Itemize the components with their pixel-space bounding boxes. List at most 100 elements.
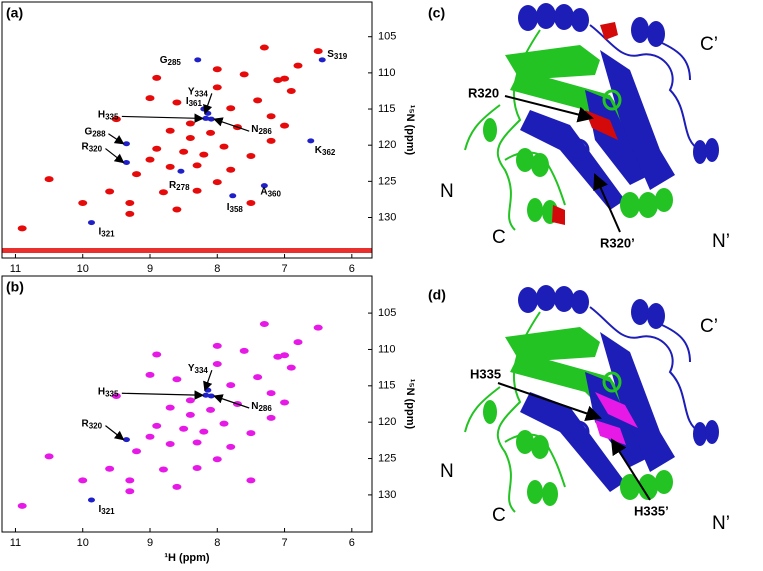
- reference-peak: [122, 437, 130, 443]
- x-tick-label: 9: [147, 263, 153, 275]
- x-tick-label: 8: [214, 263, 220, 275]
- residue-code: I: [186, 96, 189, 107]
- panel-label: (d): [428, 287, 446, 303]
- peak: [152, 422, 162, 429]
- peak: [78, 200, 88, 207]
- peak: [259, 321, 269, 327]
- peak: [145, 156, 155, 163]
- reference-peak: [307, 138, 315, 144]
- x-tick-label: 8: [214, 537, 220, 549]
- peak: [246, 477, 256, 484]
- peak: [105, 465, 115, 472]
- residue-label: R320’: [600, 235, 635, 250]
- peak: [192, 439, 202, 446]
- label-arrow: [121, 390, 205, 400]
- residue-code: N: [251, 401, 258, 412]
- peak: [313, 48, 323, 55]
- reference-peak: [229, 193, 237, 199]
- peak: [212, 84, 222, 91]
- residue-number: 285: [168, 58, 182, 67]
- peak-label: K362: [315, 144, 336, 156]
- residue-code: K: [315, 144, 323, 155]
- peak: [266, 113, 276, 120]
- peak-label: S319: [327, 48, 348, 60]
- panel-label: (b): [6, 279, 24, 295]
- peak: [219, 420, 229, 427]
- x-tick-label: 10: [77, 263, 89, 275]
- peak: [125, 477, 135, 484]
- peak: [152, 74, 162, 81]
- peak: [125, 200, 135, 207]
- peak: [145, 371, 155, 378]
- x-tick-label: 11: [10, 537, 21, 549]
- peak: [246, 200, 256, 207]
- label-arrow: [213, 117, 250, 132]
- structure-labels: (c) N C C’ N’ R320 R320’ (d) N C C’ N’ H…: [428, 5, 730, 534]
- x-tick-label: 10: [77, 537, 89, 549]
- reference-peak: [122, 160, 130, 166]
- residue-number: 278: [176, 183, 190, 192]
- y-axis-title: ¹⁵N (ppm): [404, 379, 416, 430]
- residue-code: N: [251, 124, 258, 135]
- y-tick-label: 110: [378, 343, 396, 355]
- residue-number: 321: [101, 507, 115, 516]
- peak: [165, 127, 175, 134]
- peak: [172, 483, 182, 490]
- residue-number: 334: [195, 366, 209, 375]
- panel-label: (c): [428, 5, 445, 21]
- label-arrow: [203, 369, 213, 392]
- x-tick-label: 7: [281, 537, 287, 549]
- y-tick-label: 120: [378, 139, 396, 151]
- peak: [44, 176, 54, 183]
- peak: [212, 456, 222, 463]
- y-tick-label: 110: [378, 67, 396, 79]
- peak: [226, 443, 236, 450]
- reference-peak: [87, 220, 95, 226]
- peak-label: I358: [227, 201, 244, 213]
- peak: [212, 342, 222, 349]
- peak: [266, 390, 276, 397]
- peak: [266, 414, 276, 421]
- peak: [17, 225, 27, 232]
- reference-peak: [318, 57, 326, 63]
- residue-number: 358: [230, 205, 244, 214]
- peak-label: A360: [260, 186, 281, 198]
- peak: [125, 210, 135, 217]
- y-tick-label: 115: [378, 380, 396, 392]
- peak-label: Y334: [188, 86, 209, 98]
- peak: [246, 153, 256, 160]
- peak: [212, 361, 222, 367]
- peak: [226, 105, 236, 112]
- y-tick-label: 130: [378, 489, 396, 501]
- peak: [239, 347, 249, 354]
- terminus-label: N: [440, 181, 454, 202]
- peak: [44, 453, 54, 460]
- residue-number: 334: [195, 89, 209, 98]
- residue-code: I: [98, 504, 101, 515]
- peak: [199, 151, 209, 158]
- terminus-label: C’: [700, 316, 718, 337]
- label-arrow: [108, 133, 125, 145]
- peak: [152, 351, 162, 358]
- x-axis-title: ¹H (ppm): [164, 552, 210, 564]
- x-tick-label: 9: [147, 537, 153, 549]
- x-tick-label: 11: [10, 263, 21, 275]
- peak: [293, 339, 303, 346]
- reference-peak: [87, 497, 95, 503]
- peak-label: H335: [98, 109, 119, 121]
- reference-peak: [260, 183, 268, 189]
- residue-number: 288: [92, 130, 106, 139]
- peak-label: N286: [251, 124, 272, 136]
- peak-label: N286: [251, 401, 272, 413]
- peak: [185, 134, 195, 141]
- peak: [179, 425, 189, 432]
- peak: [172, 206, 182, 213]
- peak: [111, 116, 121, 123]
- reference-peak: [202, 392, 210, 398]
- plot-frame: [1, 1, 373, 259]
- peak-label: I321: [98, 226, 115, 238]
- terminus-label: N’: [712, 513, 730, 534]
- residue-code: S: [327, 48, 334, 59]
- residue-number: 286: [258, 127, 272, 136]
- x-tick-label: 6: [349, 537, 355, 549]
